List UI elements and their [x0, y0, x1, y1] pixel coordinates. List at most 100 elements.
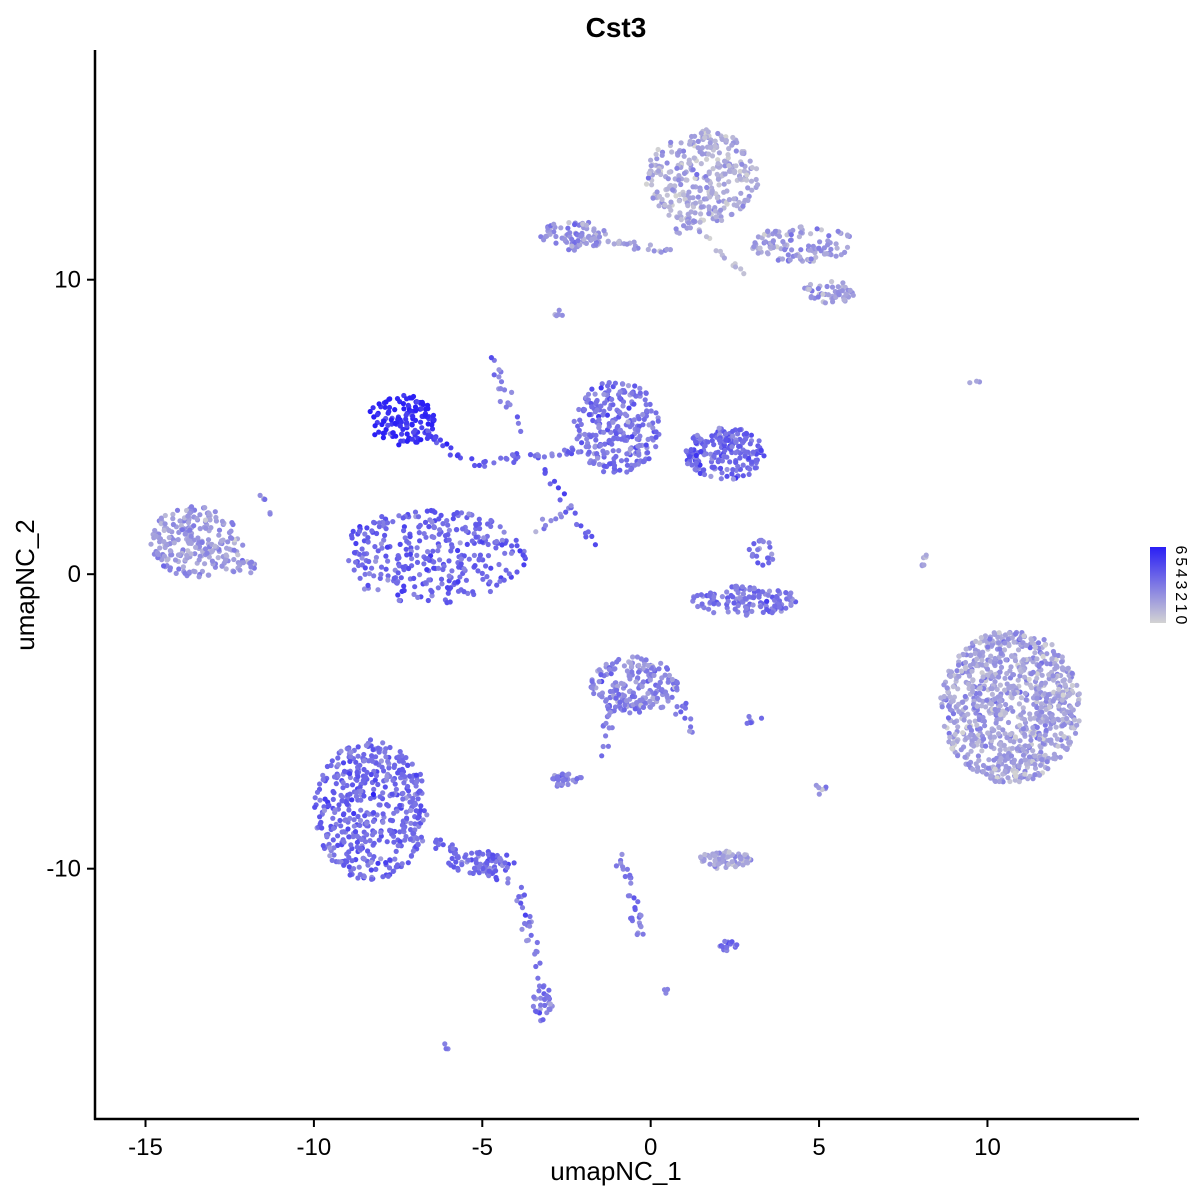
data-point	[725, 609, 731, 615]
data-point	[742, 596, 749, 602]
data-point	[615, 240, 621, 246]
data-point	[646, 456, 652, 462]
data-point	[384, 544, 390, 550]
data-point	[687, 225, 694, 231]
data-point	[464, 541, 470, 548]
data-point	[541, 237, 547, 243]
data-point	[566, 247, 572, 253]
data-point	[152, 527, 158, 534]
data-point	[1007, 668, 1013, 674]
data-point	[688, 716, 694, 722]
data-point	[1002, 757, 1008, 763]
data-point	[486, 873, 492, 879]
data-point	[389, 818, 396, 824]
data-point	[1020, 726, 1026, 732]
colorbar-label: 1	[1172, 604, 1189, 613]
data-point	[1018, 712, 1024, 718]
data-point	[643, 181, 650, 187]
data-point	[556, 452, 563, 458]
data-point	[248, 559, 255, 565]
data-point	[481, 535, 487, 541]
data-point	[446, 860, 452, 866]
data-point	[1053, 724, 1059, 730]
data-point	[429, 593, 435, 599]
data-point	[476, 864, 482, 871]
data-point	[601, 469, 607, 475]
data-point	[383, 860, 389, 866]
data-point	[611, 241, 617, 247]
data-point	[542, 1002, 548, 1009]
data-point	[1048, 661, 1054, 667]
data-point	[605, 239, 611, 245]
data-point	[732, 606, 738, 612]
data-point	[747, 158, 753, 164]
data-point	[956, 709, 962, 715]
data-point	[1057, 754, 1063, 760]
data-point	[439, 581, 445, 587]
data-point	[501, 577, 507, 583]
x-tick-label: -15	[128, 1134, 163, 1161]
data-point	[715, 161, 721, 167]
data-point	[571, 418, 577, 424]
data-point	[737, 455, 743, 461]
data-point	[673, 711, 679, 717]
data-point	[401, 583, 407, 589]
data-point	[742, 453, 748, 459]
colorbar-label: 6	[1172, 546, 1189, 555]
data-point	[207, 516, 213, 522]
data-point	[642, 397, 648, 403]
data-point	[719, 470, 725, 476]
data-point	[538, 995, 544, 1001]
data-point	[415, 842, 421, 848]
data-point	[985, 730, 991, 736]
data-point	[373, 754, 379, 760]
data-point	[833, 241, 839, 247]
data-point	[1004, 735, 1010, 741]
data-point	[847, 287, 853, 293]
data-point	[425, 402, 431, 408]
data-point	[547, 1001, 553, 1007]
data-point	[712, 853, 718, 859]
data-point	[454, 453, 460, 459]
data-point	[330, 796, 336, 803]
data-point	[470, 870, 476, 877]
data-point	[605, 743, 612, 749]
data-point	[972, 650, 978, 657]
data-point	[175, 537, 181, 543]
data-point	[568, 503, 574, 509]
data-point	[465, 857, 472, 863]
data-point	[1036, 713, 1042, 719]
data-point	[664, 160, 670, 166]
data-point	[658, 249, 664, 255]
data-point	[713, 248, 719, 254]
data-point	[623, 698, 630, 704]
data-point	[567, 230, 573, 236]
data-point	[602, 441, 608, 447]
data-point	[603, 733, 609, 739]
data-point	[497, 855, 503, 861]
data-point	[654, 189, 660, 195]
data-point	[695, 138, 701, 144]
data-point	[364, 832, 370, 838]
data-point	[628, 880, 634, 886]
data-point	[973, 638, 979, 645]
data-point	[664, 665, 670, 671]
data-point	[725, 152, 731, 158]
data-point	[357, 762, 363, 768]
data-point	[388, 417, 394, 423]
data-point	[722, 447, 728, 453]
data-point	[736, 199, 742, 205]
data-point	[531, 994, 537, 1000]
data-point	[257, 492, 263, 498]
data-point	[664, 694, 670, 700]
data-point	[414, 552, 420, 559]
data-point	[425, 432, 431, 438]
data-point	[715, 157, 721, 163]
data-point	[758, 715, 765, 721]
data-point	[586, 444, 592, 450]
data-point	[719, 594, 726, 600]
data-point	[980, 714, 986, 721]
data-point	[997, 747, 1003, 753]
data-point	[444, 441, 450, 447]
data-point	[1030, 669, 1036, 675]
